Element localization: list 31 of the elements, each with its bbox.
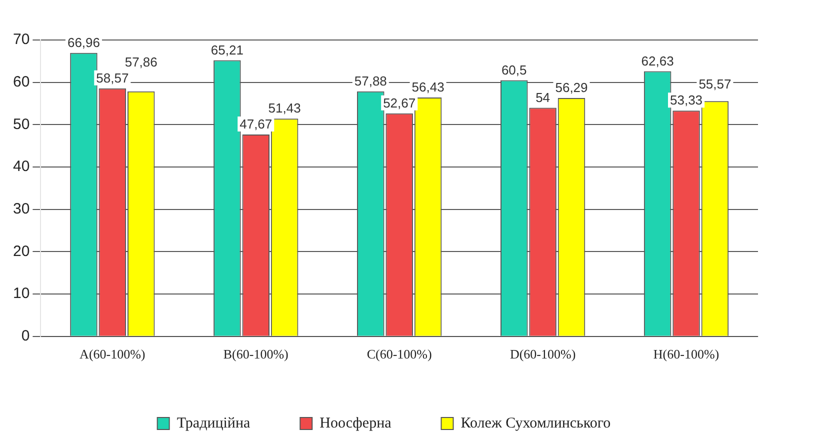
data-label: 57,86 bbox=[124, 54, 158, 70]
data-label: 60,5 bbox=[501, 62, 527, 78]
y-tick-label: 40 bbox=[12, 158, 30, 176]
data-label: 57,88 bbox=[354, 73, 387, 88]
legend-label: Традиційна bbox=[176, 415, 250, 432]
x-tick-label: C(60-100%) bbox=[366, 346, 432, 362]
x-tick-label: A(60-100%) bbox=[80, 346, 146, 362]
data-label: 65,21 bbox=[210, 42, 244, 58]
x-tick-label: D(60-100%) bbox=[510, 346, 576, 362]
x-tick-label: B(60-100%) bbox=[223, 346, 288, 362]
data-label: 53,33 bbox=[670, 92, 703, 108]
data-label: 66,96 bbox=[67, 34, 100, 50]
x-tick-label: H(60-100%) bbox=[653, 346, 720, 362]
y-tick-label: 30 bbox=[12, 200, 30, 218]
y-tick-label: 60 bbox=[12, 73, 30, 90]
y-tick-label: 0 bbox=[21, 328, 30, 345]
y-tick-label: 10 bbox=[12, 285, 30, 302]
data-label: 54 bbox=[536, 90, 550, 105]
data-label: 56,43 bbox=[412, 80, 444, 95]
data-label: 58,57 bbox=[96, 70, 129, 86]
data-label: 55,57 bbox=[698, 76, 732, 92]
legend-label: Колеж Сухомлинського bbox=[460, 415, 611, 432]
data-label: 62,63 bbox=[641, 53, 674, 68]
y-tick-label: 50 bbox=[12, 116, 30, 133]
y-tick-label: 20 bbox=[12, 242, 30, 260]
data-label: 56,29 bbox=[555, 80, 588, 96]
data-label: 47,67 bbox=[240, 116, 272, 132]
legend-label: Ноосферна bbox=[320, 415, 392, 432]
y-tick-label: 70 bbox=[12, 31, 30, 48]
data-label: 51,43 bbox=[268, 100, 301, 116]
data-label: 52,67 bbox=[383, 95, 416, 110]
